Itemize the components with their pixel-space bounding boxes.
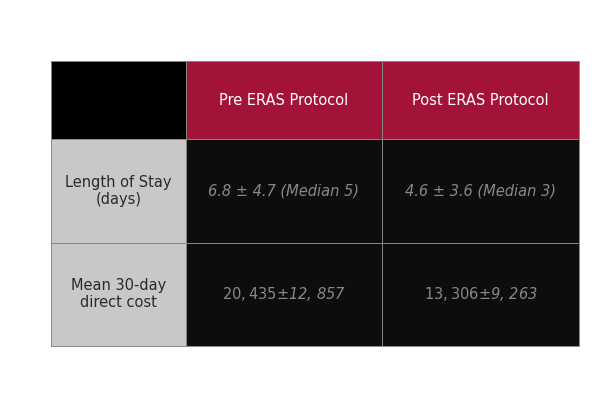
Bar [185, 61, 382, 139]
Text: $20, 435 ± $12, 857: $20, 435 ± $12, 857 [222, 285, 346, 303]
Bar [185, 242, 382, 346]
Text: Mean 30-day
direct cost: Mean 30-day direct cost [71, 278, 166, 310]
Bar [51, 242, 185, 346]
Text: Post ERAS Protocol: Post ERAS Protocol [412, 93, 549, 108]
Bar [51, 61, 185, 139]
Text: 6.8 ± 4.7 (Median 5): 6.8 ± 4.7 (Median 5) [208, 184, 359, 198]
Text: $13, 306 ± $9, 263: $13, 306 ± $9, 263 [424, 285, 538, 303]
Text: Pre ERAS Protocol: Pre ERAS Protocol [220, 93, 349, 108]
Bar [382, 61, 579, 139]
Bar [185, 139, 382, 242]
Bar [51, 139, 185, 242]
Bar [382, 242, 579, 346]
Text: 4.6 ± 3.6 (Median 3): 4.6 ± 3.6 (Median 3) [405, 184, 556, 198]
Text: Length of Stay
(days): Length of Stay (days) [65, 175, 172, 207]
Bar [382, 139, 579, 242]
